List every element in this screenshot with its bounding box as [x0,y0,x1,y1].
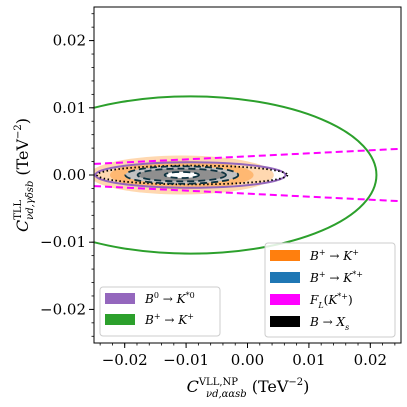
line-1-f-l-k-lower [94,185,401,203]
contour-lines [94,95,378,255]
x-tick-label: 0.02 [354,351,387,369]
y-tick-label: 0.00 [53,166,86,184]
legend-label: B+ → K*+ [309,270,363,285]
legend-left: B0 → K*0 B+ → K+ [99,286,221,337]
legend-label: FL(K*+) [309,292,353,310]
x-tick-label: 0.01 [292,351,325,369]
y-tick-label: −0.02 [40,300,86,318]
region-4-center-gap [164,171,199,179]
legend-swatch [105,314,135,325]
x-axis-label: CVLL,NP νd,ααsb (TeV−2) [187,377,310,400]
legend-swatch [270,316,300,327]
legend-label: B → Xs [309,315,349,332]
constraint-lines [94,147,401,203]
legend-swatch [105,293,135,304]
contour-5-combined-3 [163,171,200,179]
legend-swatch [270,250,300,261]
contour-3-combined-1 [124,165,240,185]
y-tick-label: −0.01 [40,233,86,251]
legend-swatch [270,272,300,283]
line-0-f-l-k-upper [94,147,401,165]
legend-right-box [264,242,396,338]
axis-ticks: −0.02 −0.01 0.00 0.01 0.02 −0.02 −0.01 0.00 0.01… [40,13,396,369]
legend-label: B+ → K+ [309,248,359,263]
contour-0-b-k-green [94,95,378,255]
contour-1-b0-k-0-purple [94,161,287,189]
y-tick-label: 0.01 [53,99,86,117]
legend-label: B+ → K+ [144,312,194,327]
y-axis-label: CTLLνd,γδsb(TeV−2) [13,118,36,232]
contour-4-combined-2 [136,167,227,183]
y-tick-label: 0.02 [53,32,86,50]
legend-label: B0 → K*0 [144,291,195,306]
legend-swatch [270,294,300,305]
x-tick-label: −0.01 [163,351,209,369]
x-tick-label: −0.02 [102,351,148,369]
legend-right: B+ → K+ B+ → K*+ FL(K*+) B → Xs [264,242,396,338]
x-tick-label: 0.00 [231,351,264,369]
